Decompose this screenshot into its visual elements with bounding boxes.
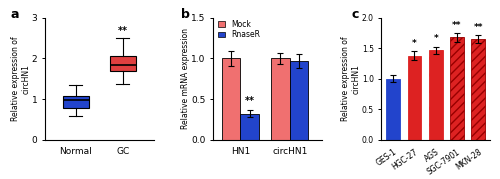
- Legend: Mock, RnaseR: Mock, RnaseR: [217, 19, 260, 40]
- Bar: [290, 61, 308, 140]
- PathPatch shape: [62, 96, 88, 108]
- Bar: [222, 59, 240, 140]
- Bar: [472, 39, 485, 140]
- Text: *: *: [434, 35, 438, 43]
- Bar: [240, 114, 259, 140]
- PathPatch shape: [110, 56, 136, 71]
- Bar: [429, 50, 442, 140]
- Bar: [450, 37, 464, 140]
- Bar: [271, 59, 289, 140]
- Text: **: **: [474, 23, 483, 32]
- Y-axis label: Relative expression of
circHN1: Relative expression of circHN1: [11, 37, 30, 121]
- Bar: [408, 56, 422, 140]
- Text: a: a: [10, 8, 19, 21]
- Text: b: b: [180, 8, 190, 21]
- Text: *: *: [412, 39, 417, 48]
- Text: c: c: [351, 8, 358, 21]
- Text: **: **: [452, 21, 462, 30]
- Y-axis label: Relative expression of
circHN1: Relative expression of circHN1: [341, 37, 360, 121]
- Bar: [386, 79, 400, 140]
- Y-axis label: Relative mRNA expression: Relative mRNA expression: [181, 28, 190, 129]
- Text: **: **: [244, 96, 254, 106]
- Text: **: **: [118, 26, 128, 36]
